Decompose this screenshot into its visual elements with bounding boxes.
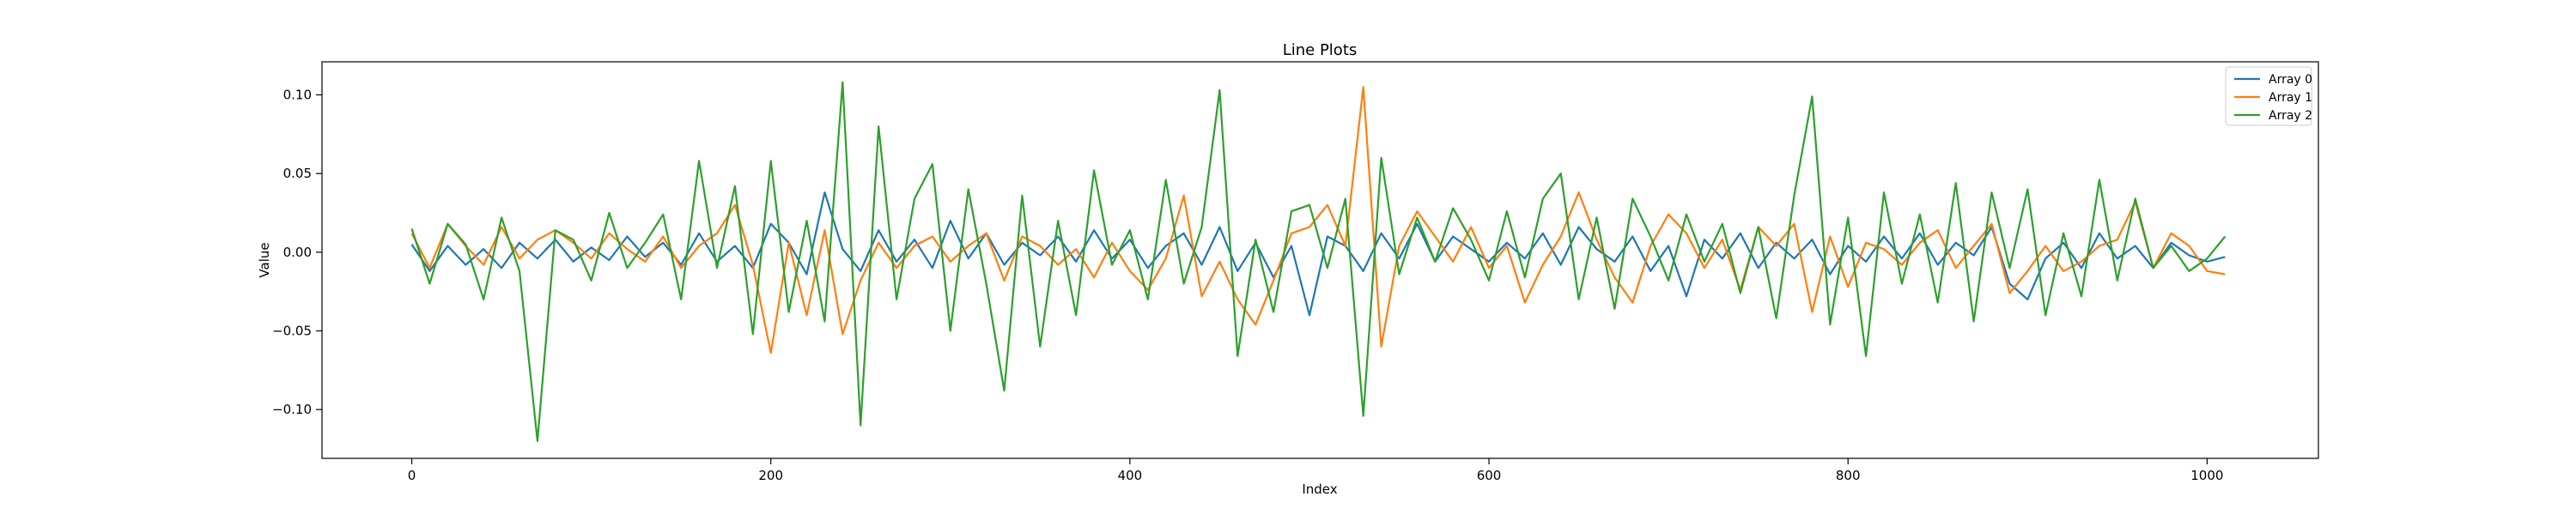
y-tick-label: 0.10 bbox=[283, 88, 312, 103]
x-axis-ticks: 0 200 400 600 800 1000 bbox=[408, 458, 2223, 483]
series-line-array-1 bbox=[410, 86, 2226, 354]
series-line-array-0 bbox=[410, 191, 2226, 317]
x-tick-label: 0 bbox=[408, 468, 416, 483]
y-tick-label: 0.05 bbox=[283, 166, 312, 181]
legend-label-array-0: Array 0 bbox=[2269, 73, 2312, 87]
x-tick-label: 200 bbox=[758, 468, 783, 483]
y-tick-label: −0.10 bbox=[272, 402, 312, 417]
chart-title: Line Plots bbox=[1283, 41, 1358, 59]
series-line-array-2 bbox=[410, 81, 2227, 442]
plot-lines bbox=[410, 81, 2227, 442]
legend: Array 0 Array 1 Array 2 bbox=[2225, 66, 2312, 126]
y-tick-label: −0.05 bbox=[272, 324, 312, 339]
x-tick-label: 400 bbox=[1118, 468, 1143, 483]
x-axis-label: Index bbox=[1302, 482, 1337, 497]
x-tick-label: 1000 bbox=[2190, 468, 2223, 483]
y-axis-label: Value bbox=[257, 242, 272, 277]
legend-box bbox=[2225, 66, 2312, 126]
legend-label-array-2: Array 2 bbox=[2269, 109, 2312, 123]
y-axis-ticks: −0.10 −0.05 0.00 0.05 0.10 bbox=[272, 88, 322, 417]
y-tick-label: 0.00 bbox=[283, 245, 312, 260]
legend-label-array-1: Array 1 bbox=[2269, 91, 2312, 105]
plot-frame bbox=[321, 61, 2319, 459]
x-tick-label: 600 bbox=[1477, 468, 1502, 483]
x-tick-label: 800 bbox=[1836, 468, 1861, 483]
